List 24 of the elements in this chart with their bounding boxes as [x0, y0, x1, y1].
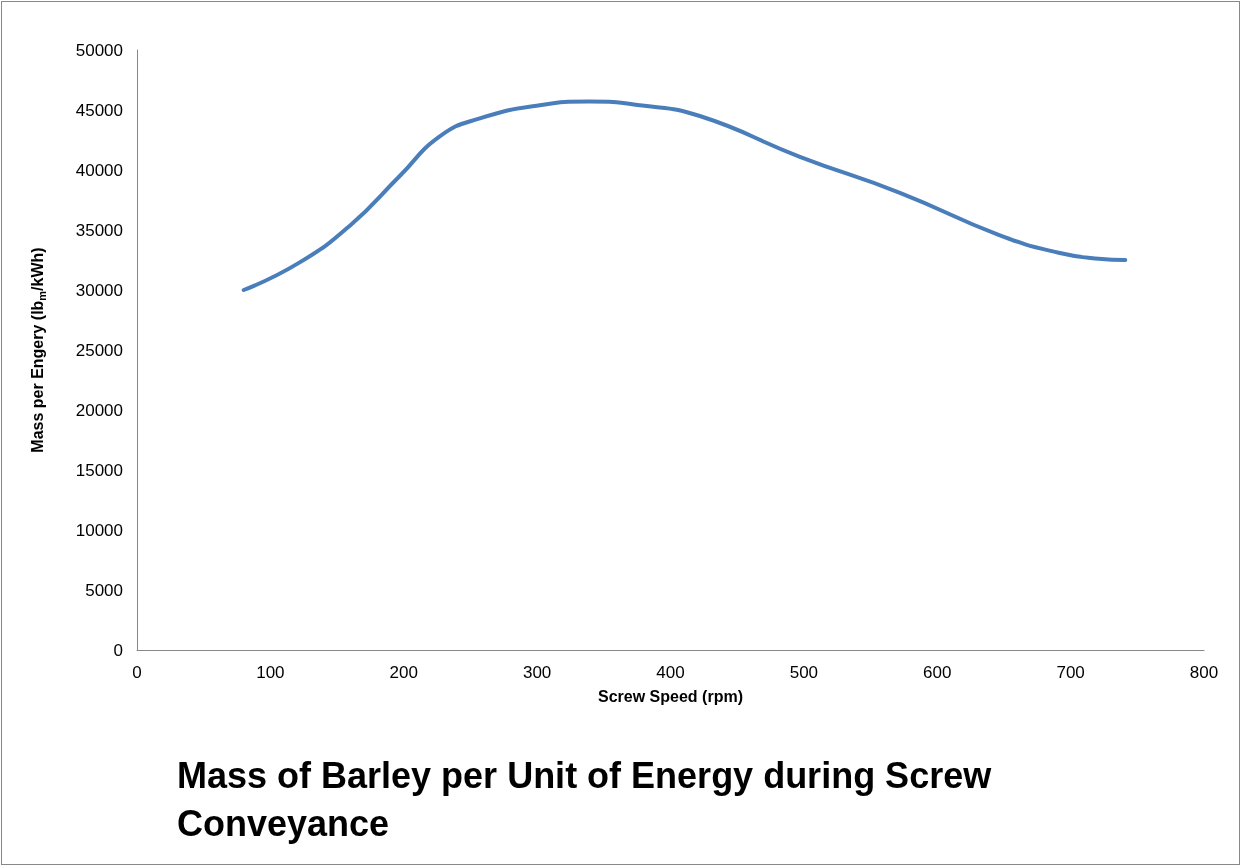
x-tick-label: 600 [923, 663, 952, 682]
x-tick-label: 0 [132, 663, 142, 682]
x-tick-label: 400 [656, 663, 685, 682]
y-tick-label: 0 [113, 640, 123, 660]
x-tick-label: 100 [256, 663, 285, 682]
y-tick-label: 35000 [75, 220, 123, 240]
y-tick-label: 40000 [75, 160, 123, 180]
y-tick-label: 50000 [75, 40, 123, 60]
y-tick-label: 10000 [75, 520, 123, 540]
y-tick-label: 20000 [75, 400, 123, 420]
text: Mass of Barley per Unit of Energy during Screw Conveyance [177, 754, 1002, 844]
x-tick-label: 700 [1056, 663, 1085, 682]
x-axis-title: Screw Speed (rpm) [598, 687, 743, 705]
x-tick-label: 200 [389, 663, 418, 682]
y-tick-label: 30000 [75, 280, 123, 300]
x-tick-label: 800 [1189, 663, 1219, 682]
x-tick-label: 300 [522, 663, 552, 682]
line-series [241, 99, 1128, 292]
y-tick-label: 5000 [85, 580, 123, 600]
y-axis-title: Mass per Engery (lbm/kWh) [29, 247, 48, 453]
y-tick-label: 25000 [75, 340, 123, 360]
y-tick-label: 45000 [75, 100, 123, 120]
y-tick-label: 15000 [75, 460, 123, 480]
x-tick-label: 500 [789, 663, 819, 682]
